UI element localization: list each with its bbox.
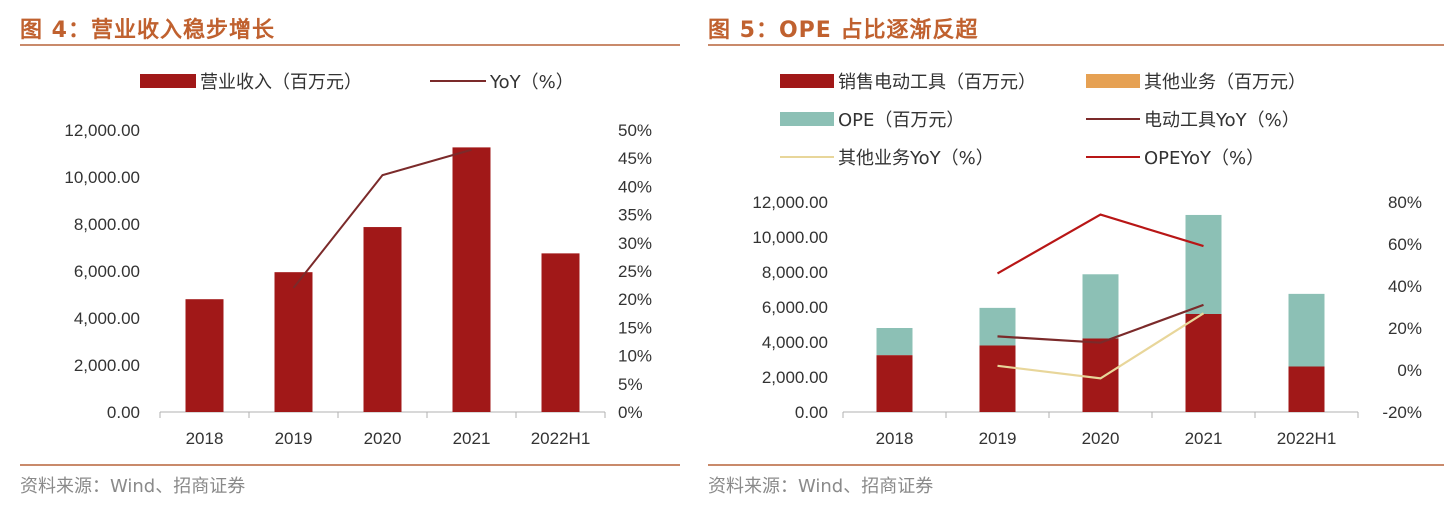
y-right-tick-label: 80% bbox=[1388, 193, 1422, 212]
y-left-tick-label: 8,000.00 bbox=[74, 215, 140, 234]
segment-chart: 销售电动工具（百万元） 其他业务（百万元） OPE（百万元） 电动工具YoY（%） 其他… bbox=[752, 72, 1422, 448]
x-tick-label: 2018 bbox=[186, 429, 224, 448]
y-left-tick-label: 0.00 bbox=[795, 403, 828, 422]
y-right-tick-label: 50% bbox=[618, 121, 652, 140]
y-left-tick-label: 0.00 bbox=[107, 403, 140, 422]
bar-revenue-2018 bbox=[185, 299, 224, 412]
bar-revenue-2020 bbox=[363, 227, 402, 412]
y-left-tick-label: 6,000.00 bbox=[74, 262, 140, 281]
x-tick-label: 2019 bbox=[979, 429, 1017, 448]
bar-seg-0-2018 bbox=[876, 355, 913, 412]
y-right-tick-label: 5% bbox=[618, 375, 643, 394]
y-right-tick-label: 30% bbox=[618, 234, 652, 253]
y-right-tick-label: 40% bbox=[618, 177, 652, 196]
legend-label-5: OPEYoY（%） bbox=[1144, 148, 1264, 169]
bar-revenue-2019 bbox=[274, 272, 313, 412]
top-rule bbox=[708, 44, 1444, 46]
bar-seg-2-2018 bbox=[876, 328, 913, 356]
y-left-tick-label: 12,000.00 bbox=[64, 121, 140, 140]
legend-label-1: 其他业务（百万元） bbox=[1144, 72, 1306, 93]
bar-revenue-2021 bbox=[452, 147, 491, 412]
legend-swatch-0 bbox=[780, 74, 834, 88]
y-right-tick-label: 20% bbox=[1388, 319, 1422, 338]
y-left-tick-label: 8,000.00 bbox=[762, 263, 828, 282]
y-right-tick-label: 25% bbox=[618, 262, 652, 281]
line-yoy bbox=[292, 148, 472, 289]
legend-label-yoy: YoY（%） bbox=[489, 72, 574, 93]
y-right-tick-label: 10% bbox=[618, 347, 652, 366]
y-right-tick-label: 45% bbox=[618, 149, 652, 168]
line-series-5 bbox=[996, 213, 1204, 275]
line-series-3 bbox=[997, 303, 1204, 344]
right-panel: 图 5：OPE 占比逐渐反超 销售电动工具（百万元） 其他业务（百万元） OPE（百… bbox=[708, 0, 1444, 512]
bar-seg-2-2022H1 bbox=[1288, 293, 1325, 367]
legend-swatch-2 bbox=[780, 112, 834, 126]
y-right-tick-label: 0% bbox=[618, 403, 643, 422]
source-note: 资料来源：Wind、招商证券 bbox=[708, 476, 934, 497]
y-right-tick-label: 35% bbox=[618, 206, 652, 225]
legend-label-2: OPE（百万元） bbox=[838, 110, 964, 131]
bar-seg-0-2020 bbox=[1082, 338, 1119, 412]
bar-seg-0-2021 bbox=[1185, 314, 1222, 412]
y-left-tick-label: 2,000.00 bbox=[762, 368, 828, 387]
x-tick-label: 2021 bbox=[453, 429, 491, 448]
bar-seg-2-2020 bbox=[1082, 274, 1119, 339]
legend: 营业收入（百万元） YoY（%） bbox=[140, 72, 574, 93]
legend-label-4: 其他业务YoY（%） bbox=[838, 148, 994, 169]
y-left-tick-label: 4,000.00 bbox=[762, 333, 828, 352]
legend-label-0: 销售电动工具（百万元） bbox=[838, 72, 1036, 93]
y-left-tick-label: 10,000.00 bbox=[752, 228, 828, 247]
bar-seg-0-2019 bbox=[979, 345, 1016, 412]
figure-5-title: 图 5：OPE 占比逐渐反超 bbox=[708, 18, 979, 43]
bottom-rule bbox=[708, 464, 1444, 466]
bar-revenue-2022H1 bbox=[541, 253, 580, 412]
y-left-tick-label: 4,000.00 bbox=[74, 309, 140, 328]
bottom-rule bbox=[20, 464, 680, 466]
y-right-tick-label: 40% bbox=[1388, 277, 1422, 296]
y-left-tick-label: 12,000.00 bbox=[752, 193, 828, 212]
x-tick-label: 2018 bbox=[876, 429, 914, 448]
bar-seg-2-2019 bbox=[979, 307, 1016, 346]
x-tick-label: 2020 bbox=[364, 429, 402, 448]
y-left-tick-label: 2,000.00 bbox=[74, 356, 140, 375]
figure-4-title: 图 4：营业收入稳步增长 bbox=[20, 18, 275, 43]
y-right-tick-label: 0% bbox=[1397, 361, 1422, 380]
legend-label-3: 电动工具YoY（%） bbox=[1144, 110, 1300, 131]
bar-seg-0-2022H1 bbox=[1288, 366, 1325, 412]
y-right-tick-label: -20% bbox=[1382, 403, 1422, 422]
x-tick-label: 2019 bbox=[275, 429, 313, 448]
x-tick-label: 2022H1 bbox=[531, 429, 591, 448]
top-rule bbox=[20, 44, 680, 46]
y-left-tick-label: 6,000.00 bbox=[762, 298, 828, 317]
legend-label-revenue: 营业收入（百万元） bbox=[200, 72, 362, 93]
revenue-chart: 营业收入（百万元） YoY（%） 0.00 2,000.00 4,000.00 6,000… bbox=[64, 72, 652, 448]
left-panel: 图 4：营业收入稳步增长 营业收入（百万元） YoY（%） 0.00 2,000.00… bbox=[20, 0, 680, 512]
bar-seg-2-2021 bbox=[1185, 214, 1222, 314]
x-tick-label: 2022H1 bbox=[1277, 429, 1337, 448]
y-right-tick-label: 15% bbox=[618, 318, 652, 337]
line-series-4 bbox=[997, 312, 1205, 380]
legend: 销售电动工具（百万元） 其他业务（百万元） OPE（百万元） 电动工具YoY（%） 其他… bbox=[780, 72, 1306, 169]
x-tick-label: 2020 bbox=[1082, 429, 1120, 448]
legend-swatch-revenue bbox=[140, 74, 196, 88]
source-note: 资料来源：Wind、招商证券 bbox=[20, 476, 246, 497]
y-right-tick-label: 60% bbox=[1388, 235, 1422, 254]
y-right-tick-label: 20% bbox=[618, 290, 652, 309]
legend-swatch-1 bbox=[1086, 74, 1140, 88]
x-tick-label: 2021 bbox=[1185, 429, 1223, 448]
y-left-tick-label: 10,000.00 bbox=[64, 168, 140, 187]
